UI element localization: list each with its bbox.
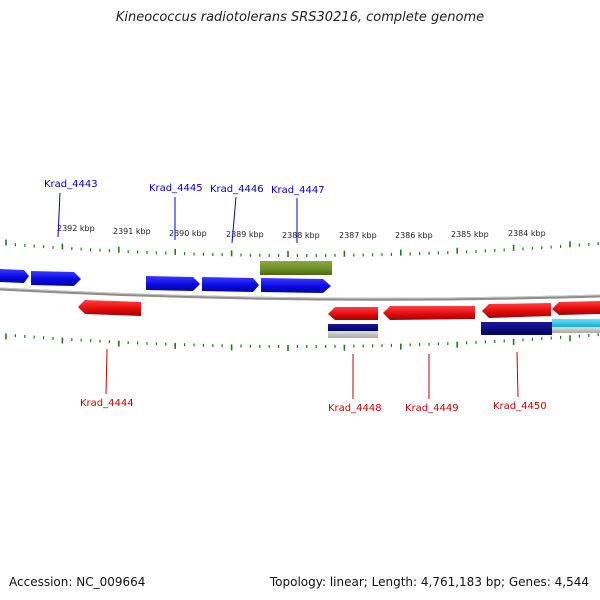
scale-label: 2392 kbp <box>57 224 95 233</box>
gene-label-krad-4443[interactable]: Krad_4443 <box>44 179 98 190</box>
scale-label: 2390 kbp <box>169 229 207 238</box>
scale-label: 2391 kbp <box>113 227 151 236</box>
leader-krad-4444 <box>105 348 108 395</box>
scale-label: 2389 kbp <box>226 230 264 239</box>
scale-labels: 2392 kbp 2391 kbp 2390 kbp 2389 kbp 2388… <box>57 224 546 240</box>
gene-label-krad-4450[interactable]: Krad_4450 <box>493 401 547 412</box>
gene-label-krad-4446[interactable]: Krad_4446 <box>210 184 264 195</box>
scale-label: 2384 kbp <box>508 229 546 238</box>
gene-label-krad-4448[interactable]: Krad_4448 <box>328 403 382 414</box>
gene-forward-krad-4445[interactable] <box>146 276 200 291</box>
genome-summary: Topology: linear; Length: 4,761,183 bp; … <box>269 575 589 589</box>
leader-krad-4443 <box>57 192 61 238</box>
gene-reverse-cyan[interactable] <box>552 319 600 327</box>
gene-reverse-grey[interactable] <box>328 331 378 338</box>
gene-highlight[interactable] <box>260 261 332 275</box>
genome-title: Kineococcus radiotolerans SRS30216, comp… <box>115 10 485 25</box>
genome-backbone-highlight <box>0 287 600 299</box>
scale-label: 2387 kbp <box>339 231 377 240</box>
gene-forward-krad-4446[interactable] <box>202 277 259 292</box>
scale-label: 2385 kbp <box>451 230 489 239</box>
callout-labels: Krad_4443 Krad_4445 Krad_4446 Krad_4447 … <box>44 179 547 414</box>
gene-label-krad-4445[interactable]: Krad_4445 <box>149 183 203 194</box>
gene-label-krad-4447[interactable]: Krad_4447 <box>271 185 325 196</box>
gene-reverse-navy[interactable] <box>481 322 552 335</box>
forward-strand <box>0 261 332 293</box>
gene-forward[interactable] <box>0 269 29 283</box>
gene-reverse-navy[interactable] <box>328 324 378 331</box>
scale-label: 2388 kbp <box>282 231 320 240</box>
top-scale-ruler <box>5 239 599 257</box>
leader-krad-4450 <box>516 351 519 398</box>
gene-reverse-krad-4444[interactable] <box>78 300 141 316</box>
gene-forward[interactable] <box>31 271 81 286</box>
gene-forward-krad-4447[interactable] <box>261 278 331 293</box>
reverse-strand <box>78 300 600 338</box>
accession-info: Accession: NC_009664 <box>9 575 146 589</box>
genome-backbone <box>0 287 600 301</box>
gene-reverse-krad-4448[interactable] <box>328 307 378 320</box>
bottom-scale-ruler <box>5 333 599 351</box>
gene-reverse-krad-4450[interactable] <box>482 303 551 318</box>
callout-lines <box>57 192 519 399</box>
gene-reverse-grey[interactable] <box>552 327 600 333</box>
gene-reverse[interactable] <box>552 301 600 315</box>
leader-krad-4446 <box>231 196 237 244</box>
gene-label-krad-4449[interactable]: Krad_4449 <box>405 403 459 414</box>
scale-label: 2386 kbp <box>395 231 433 240</box>
gene-label-krad-4444[interactable]: Krad_4444 <box>80 398 134 409</box>
gene-reverse-krad-4449[interactable] <box>383 306 475 320</box>
